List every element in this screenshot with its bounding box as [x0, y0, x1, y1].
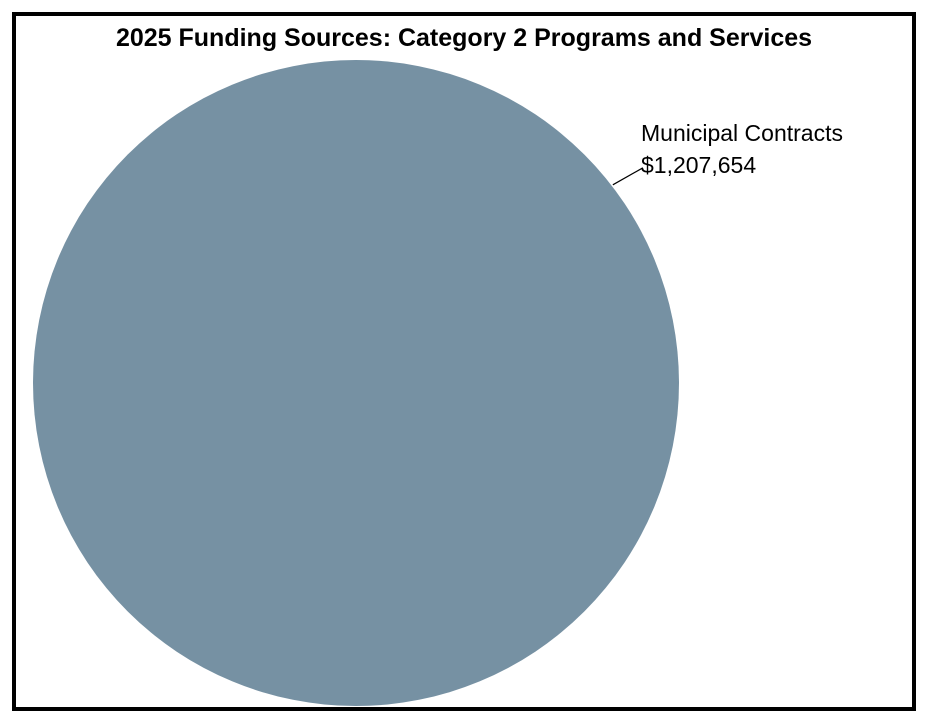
chart-title: 2025 Funding Sources: Category 2 Program…	[115, 24, 813, 52]
leader-line	[612, 167, 644, 186]
slice-value-label: $1,207,654	[641, 152, 756, 178]
slice-label: Municipal Contracts	[641, 120, 843, 146]
pie-slice-0	[33, 60, 679, 706]
